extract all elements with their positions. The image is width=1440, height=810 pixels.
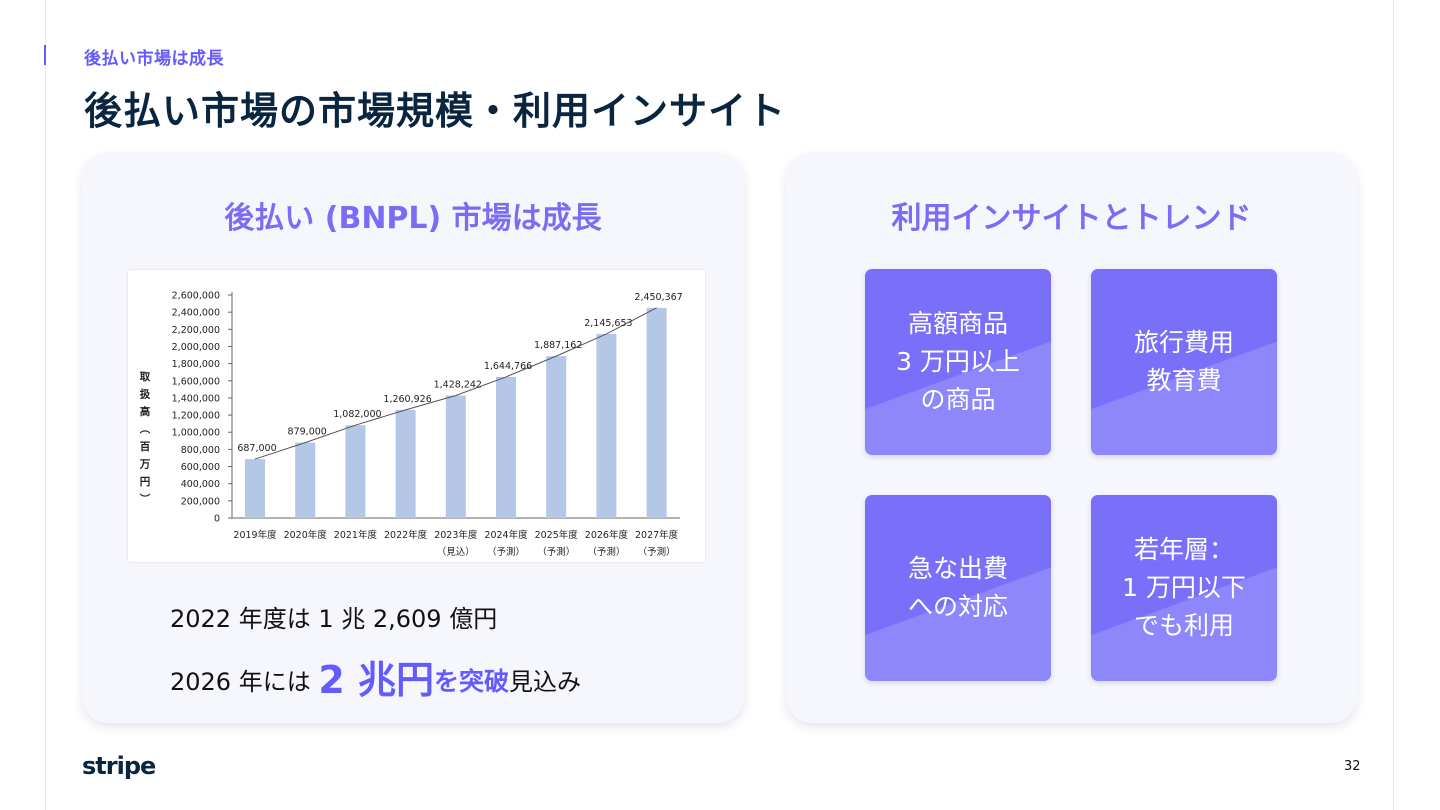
y-tick-label: 600,000 [181,462,220,473]
x-tick-sublabel: （見込） [437,546,475,558]
y-tick-label: 800,000 [181,445,220,456]
x-tick-sublabel: （予測） [537,546,575,558]
bar [445,395,466,518]
summary-2026-prefix: 2026 年には [170,668,319,696]
bar [345,425,366,518]
bar-value-label: 1,260,926 [383,394,431,405]
y-tick-label: 1,600,000 [172,376,220,387]
y-tick-label: 1,000,000 [172,428,220,439]
insight-tile-sudden-expense: 急な出費 への対応 [865,495,1051,681]
bar-value-label: 2,450,367 [634,292,682,303]
x-tick-label: 2027年度 [635,529,679,541]
market-growth-card: 後払い (BNPL) 市場は成長 0 200,000 400,000 600,000 8… [82,153,744,723]
y-axis-label-char: 取 [140,371,151,383]
x-tick-sublabel: （予測） [587,546,625,558]
x-tick-label: 2024年度 [484,529,528,541]
y-tick-label: 200,000 [181,496,220,507]
y-tick-label: 400,000 [181,479,220,490]
summary-2022: 2022 年度は 1 兆 2,609 億円 [170,605,498,633]
usage-insights-title: 利用インサイトとトレンド [891,201,1252,236]
insight-tile-text: 旅行費用 教育費 [1133,328,1234,395]
bar-value-label: 1,644,766 [484,361,532,372]
bar [395,409,416,518]
y-tick-label: 1,400,000 [172,393,220,404]
y-tick-label: 2,200,000 [172,325,220,336]
bar [546,356,567,518]
y-axis-label-char: ） [138,493,151,504]
y-axis-label-char: （ [138,423,151,434]
summary-2026: 2026 年には 2 兆円を突破見込み [170,649,581,704]
summary-2026-amount: 2 兆円 [318,658,435,702]
summary-2026-break: を突破 [434,667,510,696]
y-tick-label: 2,600,000 [172,291,220,302]
insight-tile-text: 若年層： 1 万円以下 でも利用 [1122,535,1246,640]
section-eyebrow: 後払い市場は成長 [84,49,224,69]
page-number: 32 [1344,759,1361,774]
usage-insights-card: 利用インサイトとトレンド 高額商品 3 万円以上 の商品 旅行費用 教育費 急な… [786,153,1357,723]
bar-value-label: 687,000 [237,443,276,454]
x-tick-sublabel: （予測） [487,546,525,558]
bnpl-chart: 0 200,000 400,000 600,000 800,000 1,000,000 1,… [128,270,705,562]
market-growth-title: 後払い (BNPL) 市場は成長 [224,201,602,236]
y-axis-label-char: 円 [140,476,151,488]
y-axis-label-char: 扱 [140,388,151,401]
summary-2026-suffix: 見込み [509,668,582,696]
insight-tile-travel-education: 旅行費用 教育費 [1091,269,1277,455]
x-tick-label: 2019年度 [233,529,277,541]
y-axis-label-char: 百 [140,441,151,453]
x-tick-label: 2021年度 [334,529,378,541]
bar [496,376,516,518]
x-tick-label: 2026年度 [585,529,629,541]
frame-border-left [45,0,46,810]
bar-value-label: 1,428,242 [434,380,482,391]
page-title: 後払い市場の市場規模・利用インサイト [84,89,787,133]
bar-value-label: 1,887,162 [534,340,582,351]
eyebrow-accent-bar [44,45,46,65]
bar-value-label: 1,082,000 [333,409,381,420]
y-tick-label: 0 [214,514,220,525]
y-axis-label-char: 高 [140,405,151,418]
x-tick-sublabel: （予測） [638,546,676,558]
x-tick-label: 2022年度 [384,529,428,541]
bnpl-chart-svg: 0 200,000 400,000 600,000 800,000 1,000,000 1,… [138,291,683,559]
stripe-logo: stripe [82,752,156,780]
frame-border-right [1393,0,1394,810]
bar [646,307,667,518]
trend-line [254,307,657,460]
bar [245,459,265,518]
x-tick-label: 2020年度 [284,529,328,541]
x-tick-label: 2023年度 [434,529,478,541]
bar [295,442,316,518]
insight-tile-text: 急な出費 への対応 [907,554,1008,621]
x-tick-label: 2025年度 [535,529,579,541]
y-tick-label: 1,800,000 [172,359,220,370]
bar [596,333,617,518]
insight-tile-text: 高額商品 3 万円以上 の商品 [896,309,1020,414]
y-tick-label: 2,400,000 [172,308,220,319]
bar-value-label: 2,145,653 [584,318,632,329]
insight-tile-young-users: 若年層： 1 万円以下 でも利用 [1091,495,1277,681]
insight-tile-high-value: 高額商品 3 万円以上 の商品 [865,269,1051,455]
bar-value-label: 879,000 [288,427,327,438]
y-tick-label: 2,000,000 [172,342,220,353]
y-axis-label-char: 万 [139,459,151,471]
y-tick-label: 1,200,000 [172,411,220,422]
